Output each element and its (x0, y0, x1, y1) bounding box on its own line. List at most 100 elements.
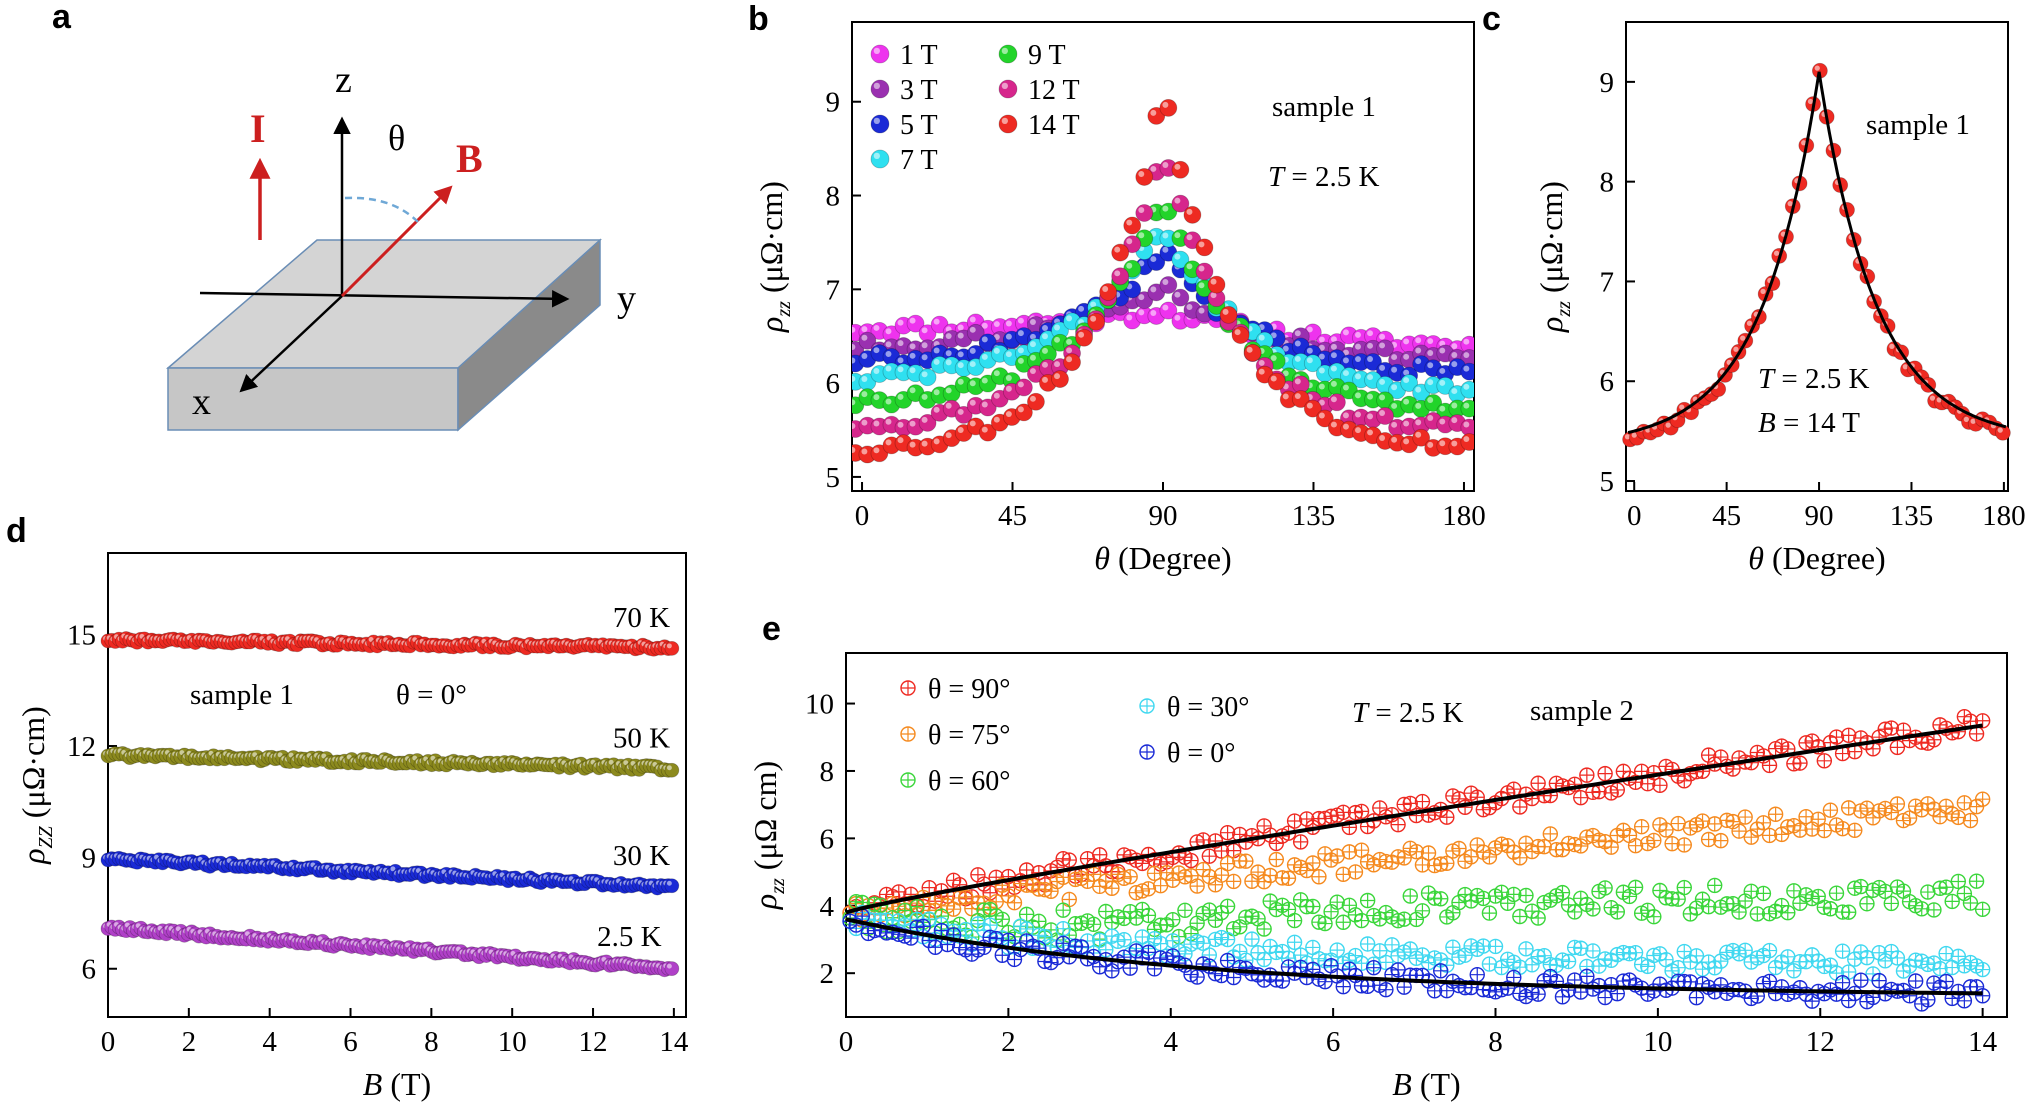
data-point-highlight (909, 420, 916, 427)
data-point-highlight (897, 319, 904, 326)
data-point-highlight (1150, 286, 1157, 293)
data-point-cross (1963, 896, 1978, 911)
data-point-cross (1086, 867, 1101, 882)
y-axis-label: ρzz (μΩ·cm) (1533, 181, 1575, 333)
data-point-cross (1056, 936, 1071, 951)
data-point-highlight (1029, 354, 1036, 361)
data-point-cross (1244, 932, 1259, 947)
data-point-highlight (921, 327, 928, 334)
x-tick-label: 2 (182, 1026, 197, 1058)
x-axis-label-unit: (T) (1412, 1066, 1461, 1102)
data-point-highlight (1342, 357, 1349, 364)
y-axis-arrow (199, 290, 570, 308)
x-tick-label: 6 (343, 1026, 358, 1058)
data-point-cross (1403, 889, 1418, 904)
data-point-highlight (1138, 170, 1145, 177)
data-point-highlight (1102, 286, 1109, 292)
data-point-highlight (852, 447, 856, 453)
data-point-cross (1945, 960, 1960, 975)
data-point (1099, 283, 1118, 301)
legend-label: θ = 60° (928, 766, 1010, 797)
plot-e: 0 2 4 6 8 10 12 14 2 4 6 8 10 B (T) ρzz (μΩ cm) θ = 90°… (747, 652, 2008, 1102)
data-point-highlight (1807, 98, 1814, 105)
data-point-cross (1269, 852, 1284, 867)
data-point-highlight (1415, 347, 1422, 354)
data-point-highlight (1451, 361, 1458, 368)
data-point-highlight (933, 389, 940, 396)
data-point (664, 640, 680, 656)
data-point-cross (1190, 879, 1205, 894)
data-point-highlight (1306, 326, 1313, 333)
data-point-highlight (1162, 205, 1169, 212)
y-axis-label-unit: (μΩ·cm) (753, 181, 789, 301)
data-point-cross (1135, 929, 1150, 944)
annotation-temperature: T = 2.5 K (1352, 697, 1463, 729)
data-point-highlight (933, 347, 940, 354)
data-point-highlight (981, 322, 988, 329)
legend-label: θ = 0° (1167, 738, 1235, 769)
data-point-cross (1951, 949, 1966, 964)
x-tick-label: 6 (1326, 1026, 1341, 1058)
legend-marker (998, 79, 1018, 99)
x-tick-label: 0 (855, 500, 870, 532)
data-point-cross (1908, 974, 1923, 988)
data-point-cross (1202, 849, 1217, 864)
data-point-highlight (1367, 429, 1374, 436)
z-axis-label: z (335, 59, 352, 101)
y-tick-label: 6 (826, 368, 841, 400)
y-axis-label-unit: (μΩ cm) (747, 761, 783, 878)
data-point-cross (1689, 990, 1704, 1005)
data-point-cross (1902, 959, 1917, 974)
data-point-cross (1506, 970, 1521, 985)
data-point-cross (1135, 902, 1150, 917)
data-point (1231, 326, 1250, 344)
x-tick-label: 135 (1890, 500, 1934, 532)
current-label-i: I (250, 106, 266, 151)
data-point-highlight (321, 753, 327, 759)
data-point-highlight (1186, 263, 1193, 270)
data-point-highlight (1463, 436, 1470, 443)
data-point-highlight (1126, 262, 1133, 269)
panel-letter-b: b (748, 0, 769, 38)
data-point-highlight (1415, 337, 1422, 344)
data-point-highlight (969, 380, 976, 387)
data-point-highlight (1463, 421, 1470, 428)
data-point-highlight (1342, 370, 1349, 377)
x-tick-label: 12 (1806, 1026, 1835, 1058)
data-point-highlight (921, 416, 928, 423)
data-point-cross (1184, 853, 1199, 868)
data-point-highlight (666, 880, 672, 886)
data-point-cross (1336, 979, 1351, 994)
data-point-highlight (666, 765, 672, 771)
data-point (664, 961, 680, 977)
data-point-highlight (1391, 354, 1398, 361)
data-point-cross (1622, 828, 1637, 843)
data-point-highlight (897, 340, 904, 347)
x-tick-label: 135 (1292, 500, 1336, 532)
data-point-cross (1646, 833, 1661, 848)
data-point-cross (1177, 903, 1192, 918)
data-point-highlight (1258, 368, 1265, 375)
data-point-highlight (1367, 413, 1374, 420)
data-point (1063, 353, 1081, 372)
data-point-highlight (861, 376, 868, 382)
data-point-highlight (1174, 197, 1181, 204)
y-axis-label: ρZZ (μΩ·cm) (15, 706, 57, 865)
data-point-cross (1829, 730, 1844, 745)
data-point-highlight (1403, 438, 1410, 445)
y-tick-label: 7 (1600, 266, 1615, 298)
data-point-cross (1165, 912, 1180, 927)
data-point-highlight (1929, 395, 1936, 401)
data-point-cross (1939, 946, 1954, 961)
data-point-cross (1141, 945, 1156, 960)
data-point-cross (1963, 813, 1978, 828)
data-point-cross (1360, 936, 1375, 951)
data-point-highlight (1330, 336, 1337, 343)
data-point-cross (1184, 868, 1199, 883)
x-tick-label: 90 (1149, 500, 1178, 532)
x-axis-label-unit: (Degree) (1110, 540, 1232, 576)
data-point-cross (1884, 896, 1899, 911)
data-point (1159, 276, 1178, 294)
data-point-cross (1817, 823, 1832, 838)
data-point-highlight (1306, 347, 1313, 354)
